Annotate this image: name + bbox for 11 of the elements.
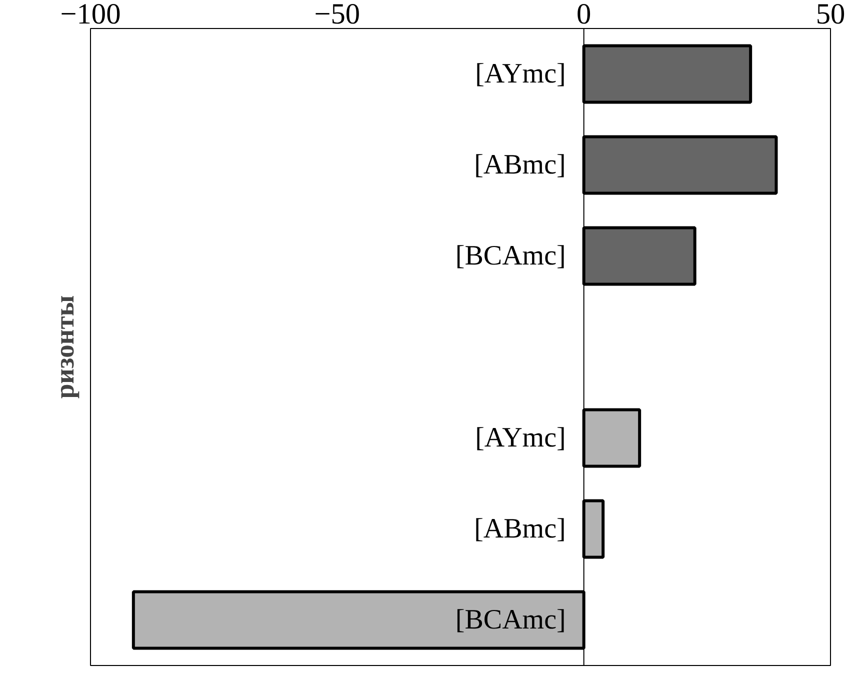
y-tick-label: [ABmc]	[474, 150, 566, 180]
x-tick-label: −50	[314, 0, 360, 30]
y-tick-label: [AYmc]	[475, 58, 566, 90]
y-tick-label: [BCAmc]	[455, 240, 566, 272]
y-axis-title: ризонты	[50, 295, 80, 399]
y-tick-label: [BCAmc]	[455, 604, 566, 636]
x-tick-label: 50	[816, 0, 846, 30]
x-tick-label: −100	[60, 0, 121, 30]
y-tick-label: [ABmc]	[474, 514, 566, 544]
x-tick-label: 0	[576, 0, 592, 30]
y-tick-label: [AYmc]	[475, 422, 566, 454]
